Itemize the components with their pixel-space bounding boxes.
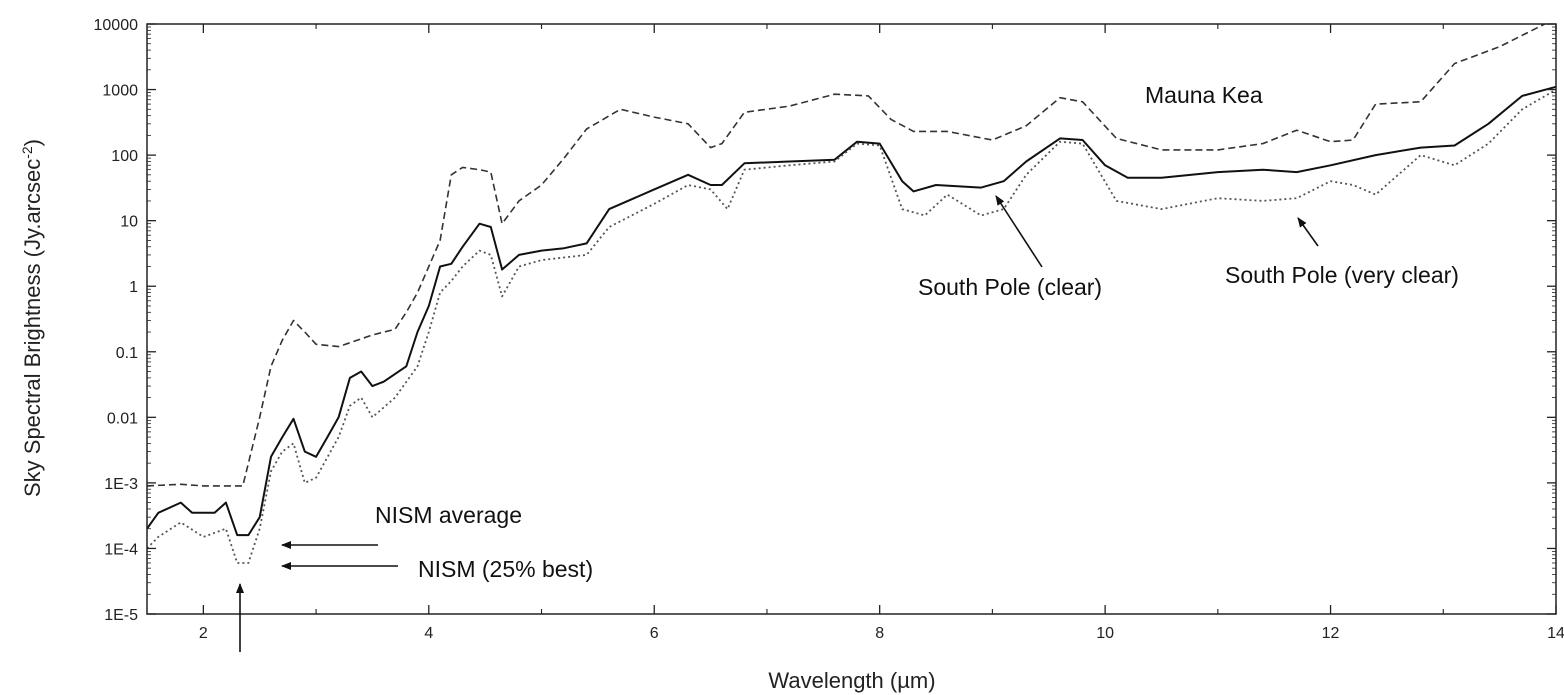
y-axis-title-close: ) (20, 139, 45, 146)
y-axis-title: Sky Spectral Brightness (Jy.arcsec-2) (19, 139, 45, 497)
x-tick-label: 4 (424, 625, 433, 642)
y-tick-label: 1000 (102, 83, 138, 100)
x-tick-label: 12 (1322, 625, 1340, 642)
y-tick-label: 0.1 (116, 345, 138, 362)
y-tick-label: 1E-3 (104, 476, 138, 493)
arrow-south-pole-very-clear (1297, 217, 1319, 247)
y-tick-label: 10000 (94, 17, 139, 34)
y-tick-label: 10 (120, 214, 138, 231)
annotation-south-pole-clear: South Pole (clear) (918, 274, 1102, 300)
series-line-2 (146, 88, 1557, 564)
annotation-mauna-kea: Mauna Kea (1145, 82, 1263, 108)
series-line-1 (146, 85, 1557, 537)
y-tick-label: 1E-4 (104, 541, 138, 558)
x-tick-label: 8 (875, 625, 884, 642)
plot-frame (146, 23, 1557, 615)
y-tick-label: 1 (129, 279, 138, 296)
ticks-layer: 2 4 6 8 10 12 14 1E-5 1E-4 1E-3 0.01 0.1 1 10 100 1000 1… (94, 17, 1564, 642)
y-axis-title-main: Sky Spectral Brightness (Jy.arcsec (20, 159, 45, 497)
y-tick-label: 0.01 (107, 410, 138, 427)
x-axis-title: Wavelength (µm) (768, 668, 935, 693)
x-tick-label: 6 (650, 625, 659, 642)
y-tick-label: 100 (111, 148, 138, 165)
x-tick-label: 2 (199, 625, 208, 642)
y-axis-title-superscript: -2 (19, 146, 35, 159)
x-tick-label: 10 (1096, 625, 1114, 642)
annotation-nism-best: NISM (25% best) (418, 556, 593, 582)
annotation-nism-average: NISM average (375, 502, 522, 528)
x-tick-label: 14 (1547, 625, 1564, 642)
y-tick-label: 1E-5 (104, 607, 138, 624)
arrow-south-pole-clear (995, 195, 1043, 268)
series-layer (146, 23, 1557, 564)
series-line-0 (146, 23, 1546, 487)
annotation-south-pole-very-clear: South Pole (very clear) (1225, 262, 1459, 288)
